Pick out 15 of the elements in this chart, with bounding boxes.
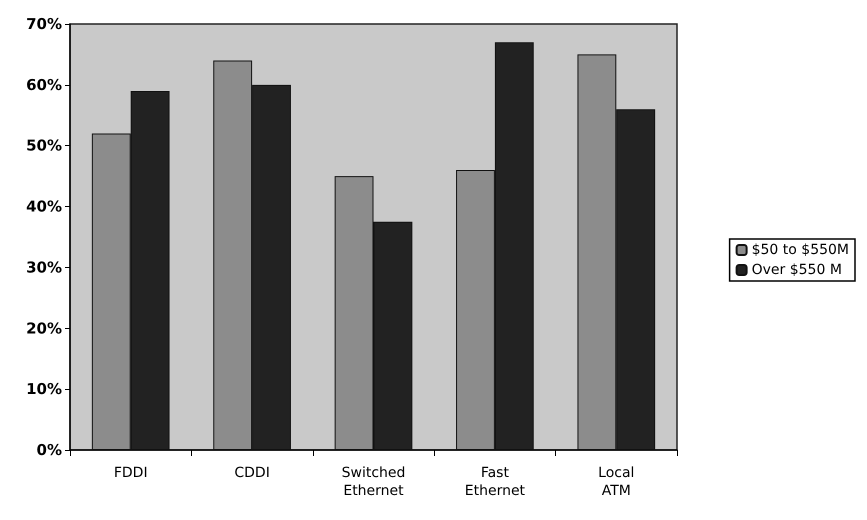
y-tick-label: 70% xyxy=(26,15,62,33)
y-tick-label: 60% xyxy=(26,76,62,94)
y-tick-label: 30% xyxy=(26,258,62,276)
x-tick-label: Fast Ethernet xyxy=(464,465,526,499)
y-tick-label: 40% xyxy=(26,198,62,216)
legend-label: Over $550 M xyxy=(752,262,842,278)
y-tick-label: 0% xyxy=(36,441,62,459)
x-tick-label: CDDI xyxy=(234,465,270,481)
y-tick-label: 20% xyxy=(26,319,62,338)
x-tick-label: FDDI xyxy=(114,465,148,481)
x-tick-label: Local ATM xyxy=(598,465,634,499)
y-tick-label: 10% xyxy=(26,380,62,398)
y-tick-label: 50% xyxy=(26,136,62,155)
legend-label: $50 to $550M xyxy=(752,242,850,258)
x-tick-label: Switched Ethernet xyxy=(342,465,406,499)
